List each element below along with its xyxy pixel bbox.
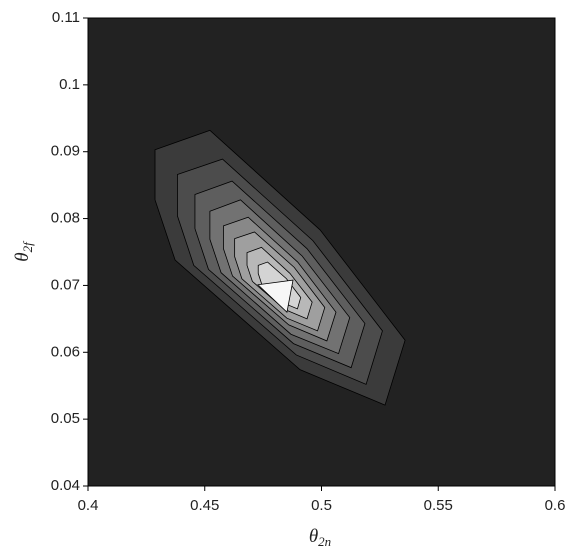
x-tick-label: 0.5 — [311, 497, 332, 514]
y-label-symbol: θ — [12, 252, 33, 261]
contour-level — [257, 279, 294, 313]
y-tick-label: 0.1 — [59, 76, 80, 93]
y-axis-label: θ2f — [12, 240, 35, 262]
x-axis-label: θ2n — [309, 526, 331, 549]
x-tick-label: 0.55 — [424, 497, 453, 514]
y-tick-label: 0.08 — [51, 210, 80, 227]
y-tick-label: 0.07 — [51, 276, 80, 293]
x-label-symbol: θ — [309, 526, 318, 547]
x-tick-label: 0.4 — [78, 497, 99, 514]
x-label-subscript: 2n — [318, 534, 331, 549]
x-tick-label: 0.6 — [545, 497, 566, 514]
y-label-subscript: 2f — [20, 240, 35, 253]
y-tick-label: 0.05 — [51, 410, 80, 427]
y-tick-label: 0.04 — [51, 477, 80, 494]
y-tick-label: 0.09 — [51, 143, 80, 160]
y-tick-label: 0.06 — [51, 343, 80, 360]
x-tick-label: 0.45 — [190, 497, 219, 514]
y-tick-label: 0.11 — [52, 9, 80, 26]
